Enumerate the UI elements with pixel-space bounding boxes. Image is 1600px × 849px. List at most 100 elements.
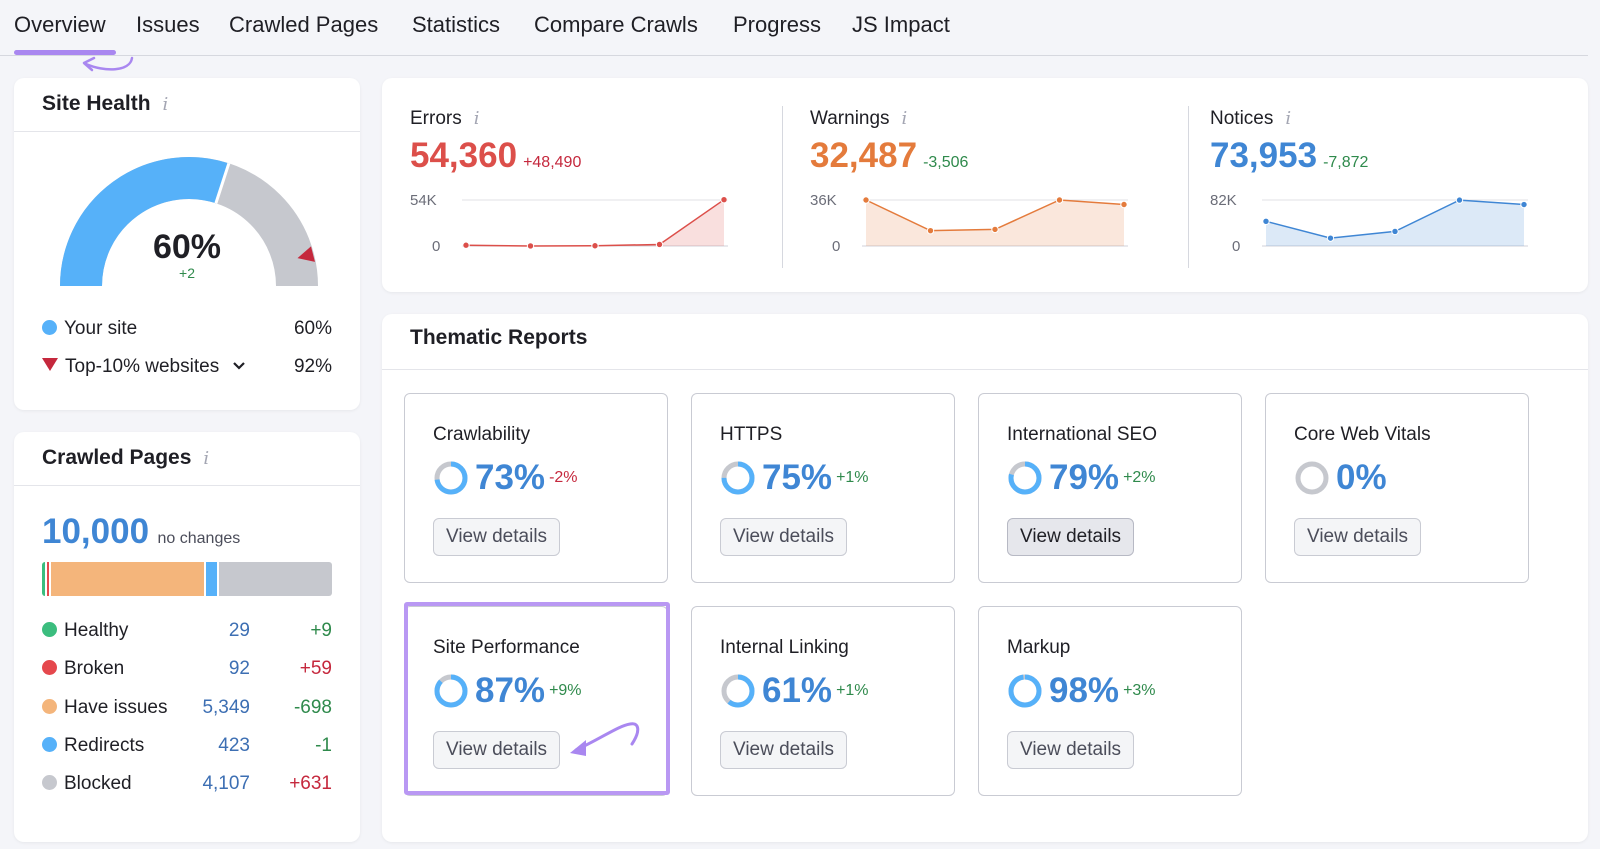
view-details-button[interactable]: View details [720,731,848,769]
row-delta: -698 [293,696,332,718]
row-label: Broken [64,658,125,680]
status-dot-icon [42,660,57,676]
metric-value[interactable]: 32,487 [810,136,918,175]
thematic-report-card: HTTPS 75% +1% View details [691,393,955,583]
metric-label[interactable]: Errors [410,108,462,129]
sparkline-chart: 54K 0 [410,192,728,252]
report-score[interactable]: 98% [1049,671,1120,710]
status-dot-icon [42,698,57,714]
row-count[interactable]: 92 [228,658,250,680]
crawled-pages-note: no changes [157,530,241,547]
sparkline-area [866,200,1124,246]
chevron-down-icon[interactable] [232,361,246,371]
sparkline-point [526,242,535,250]
site-health-title: Site Health [42,92,151,115]
crawled-pages-title[interactable]: Crawled Pages [42,446,192,469]
info-icon[interactable]: i [203,448,210,469]
tab-compare-crawls[interactable]: Compare Crawls [534,12,698,37]
score-ring-icon [1008,674,1042,708]
report-score[interactable]: 87% [475,671,546,710]
report-name: Crawlability [433,424,531,445]
metric-label[interactable]: Warnings [810,108,890,129]
status-dot-icon [42,622,57,637]
top10-value: 92% [293,356,332,377]
sparkline-chart: 36K 0 [810,192,1128,252]
report-name: Markup [1007,637,1071,658]
metric-warnings: Warnings i 32,487 -3,506 36K 0 [782,78,1182,290]
info-icon[interactable]: i [473,108,480,129]
report-score[interactable]: 0% [1336,458,1387,497]
sparkline-area [466,199,724,246]
divider [782,106,783,268]
sparkline-point [720,195,728,204]
distribution-segment [42,562,47,596]
site-health-gauge [60,157,318,287]
tab-overview[interactable]: Overview [14,12,106,37]
sparkline-point [991,225,999,234]
sparkline-chart: 82K 0 [1210,192,1528,252]
score-ring-icon [721,461,755,495]
report-name: Site Performance [433,637,580,658]
tab-progress[interactable]: Progress [733,12,822,37]
thematic-report-card: Crawlability 73% -2% View details [404,393,668,583]
row-delta: +59 [299,658,332,680]
info-icon[interactable]: i [901,108,908,129]
metric-value[interactable]: 54,360 [410,136,518,175]
site-health-card: Site Health i 60% +2 Your site 60% Top-10… [14,78,360,410]
view-details-button[interactable]: View details [1007,518,1135,556]
report-name: Internal Linking [720,637,849,658]
row-count[interactable]: 423 [218,734,250,756]
distribution-segment [51,562,207,596]
sparkline-point [862,196,870,204]
crawled-pages-total[interactable]: 10,000 [42,512,150,551]
sparkline-point [655,240,664,249]
report-score[interactable]: 61% [762,671,833,710]
top10-label[interactable]: Top-10% websites [65,356,220,377]
your-site-dot-icon [42,320,57,335]
crawled-pages-row: Healthy 29 +9 [42,620,332,644]
info-icon[interactable]: i [1285,108,1292,129]
row-count[interactable]: 5,349 [202,696,250,718]
top10-legend[interactable]: Top-10% websites 92% [42,356,332,378]
sparkline-point [926,226,935,235]
sparkline-point [462,241,470,249]
metric-value[interactable]: 73,953 [1210,136,1318,175]
gauge-separator [214,162,231,204]
view-details-button[interactable]: View details [433,518,561,556]
sparkline-point [1520,200,1528,209]
crawled-pages-distribution-bar [42,562,332,596]
y-tick-label: 0 [1232,238,1240,252]
info-icon[interactable]: i [162,94,169,115]
row-label: Redirects [64,734,145,756]
row-label: Have issues [64,696,168,718]
crawled-pages-row: Have issues 5,349 -698 [42,697,332,721]
sparkline-point [1055,196,1064,204]
report-name: Core Web Vitals [1294,424,1431,445]
row-count[interactable]: 29 [228,620,250,641]
metric-errors: Errors i 54,360 +48,490 54K 0 [382,78,782,290]
view-details-button[interactable]: View details [433,731,561,769]
view-details-button[interactable]: View details [1007,731,1135,769]
score-ring-icon [721,674,755,708]
sparkline-point [591,242,599,250]
metric-label[interactable]: Notices [1210,108,1274,129]
metric-delta: +48,490 [523,154,582,171]
report-score[interactable]: 79% [1049,458,1120,497]
status-dot-icon [42,775,57,791]
report-change: +2% [1123,469,1156,486]
thematic-report-card: Site Performance 87% +9% View details [404,606,668,796]
gauge-your-site-arc [60,157,229,287]
crawled-pages-card: Crawled Pages i 10,000 no changes Healthy… [14,432,360,842]
report-score[interactable]: 73% [475,458,546,497]
tab-crawled-pages[interactable]: Crawled Pages [229,12,379,37]
score-ring-icon [434,674,468,708]
tab-js-impact[interactable]: JS Impact [852,12,950,37]
tab-statistics[interactable]: Statistics [412,12,501,37]
status-dot-icon [42,736,57,752]
tab-issues[interactable]: Issues [136,12,200,37]
row-count[interactable]: 4,107 [202,773,250,795]
view-details-button[interactable]: View details [1294,518,1422,556]
report-score[interactable]: 75% [762,458,833,497]
your-site-label: Your site [64,318,138,339]
view-details-button[interactable]: View details [720,518,848,556]
